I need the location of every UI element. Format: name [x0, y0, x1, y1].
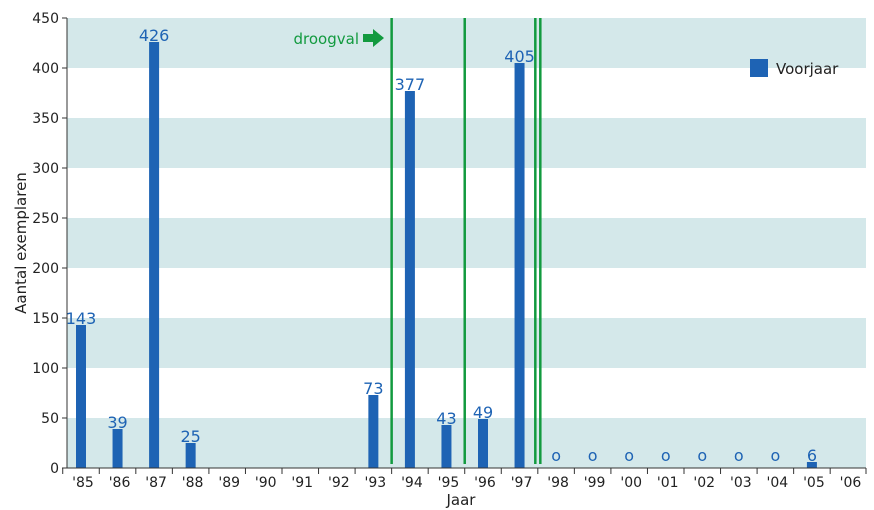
- x-tick-label: '97: [511, 475, 533, 491]
- axes: [66, 18, 866, 469]
- y-tick-label: 350: [32, 111, 59, 127]
- x-tick-label: '85: [72, 475, 94, 491]
- arrow-right-icon: [363, 29, 384, 47]
- grid-band: [67, 118, 866, 168]
- data-label: o: [697, 446, 707, 465]
- x-tick-label: '94: [401, 475, 423, 491]
- legend-label: Voorjaar: [776, 60, 839, 78]
- x-tick-label: '03: [730, 475, 752, 491]
- data-label: 73: [363, 379, 383, 398]
- legend: Voorjaar: [750, 59, 839, 78]
- y-tick-label: 50: [41, 411, 59, 427]
- x-tick-label: '00: [620, 475, 642, 491]
- grid-band: [67, 318, 866, 368]
- data-label: o: [624, 446, 634, 465]
- bar: [112, 429, 123, 468]
- droogval-markers: [390, 18, 542, 464]
- x-tick-label: '87: [145, 475, 167, 491]
- y-ticks: 0 50 100 150 200 250 300 350 400 450: [32, 11, 67, 477]
- y-tick-label: 300: [32, 161, 59, 177]
- y-tick-label: 400: [32, 61, 59, 77]
- data-labels: 143 39 426 25 73 377 43 49 405 o o o o o o o 6: [66, 26, 817, 465]
- data-label: o: [770, 446, 780, 465]
- data-label: 405: [504, 47, 535, 66]
- x-tick-label: '95: [438, 475, 460, 491]
- y-tick-label: 250: [32, 211, 59, 227]
- bar: [441, 425, 452, 468]
- x-tick-label: '02: [693, 475, 715, 491]
- bar: [404, 91, 415, 468]
- x-tick-label: '88: [182, 475, 204, 491]
- x-tick-label: '96: [474, 475, 496, 491]
- grid-band: [67, 18, 866, 68]
- data-label: 6: [807, 446, 817, 465]
- y-tick-label: 150: [32, 311, 59, 327]
- bar: [368, 395, 379, 468]
- droogval-label: droogval: [294, 30, 359, 48]
- y-tick-label: 450: [32, 11, 59, 27]
- x-tick-label: '05: [803, 475, 825, 491]
- bar: [185, 443, 196, 468]
- grid-bands: [67, 18, 866, 468]
- x-tick-label: '01: [657, 475, 679, 491]
- grid-band: [67, 218, 866, 268]
- x-tick-label: '06: [840, 475, 862, 491]
- x-tick-label: '92: [328, 475, 350, 491]
- x-tick-label: '99: [584, 475, 606, 491]
- y-axis-label: Aantal exemplaren: [12, 172, 30, 314]
- bar: [514, 63, 525, 468]
- y-tick-label: 100: [32, 361, 59, 377]
- x-tick-label: '86: [109, 475, 131, 491]
- data-label: 143: [66, 309, 97, 328]
- data-label: o: [588, 446, 598, 465]
- y-tick-label: 200: [32, 261, 59, 277]
- data-label: 426: [139, 26, 170, 45]
- data-label: 25: [180, 427, 200, 446]
- data-label: 39: [107, 413, 127, 432]
- bar: [806, 462, 817, 468]
- legend-swatch: [750, 59, 768, 77]
- data-label: o: [734, 446, 744, 465]
- data-label: o: [551, 446, 561, 465]
- x-tick-label: '98: [547, 475, 569, 491]
- bar: [76, 325, 86, 468]
- x-tick-label: '90: [255, 475, 277, 491]
- data-label: o: [661, 446, 671, 465]
- data-label: 43: [436, 409, 456, 428]
- bar: [478, 419, 488, 468]
- y-tick-label: 0: [50, 461, 59, 477]
- bar: [149, 42, 160, 468]
- bars: [76, 42, 817, 468]
- data-label: 377: [395, 75, 426, 94]
- x-tick-label: '89: [218, 475, 240, 491]
- grid-band: [67, 418, 866, 468]
- droogval-annotation: droogval: [294, 29, 384, 48]
- x-tick-label: '91: [291, 475, 313, 491]
- data-label: 49: [473, 403, 493, 422]
- x-tick-label: '04: [767, 475, 789, 491]
- x-axis-label: Jaar: [446, 491, 477, 509]
- x-ticks: '85 '86 '87 '88 '89 '90 '91 '92 '93 '94 '95 '96 '97 '…: [62, 468, 867, 491]
- x-tick-label: '93: [365, 475, 387, 491]
